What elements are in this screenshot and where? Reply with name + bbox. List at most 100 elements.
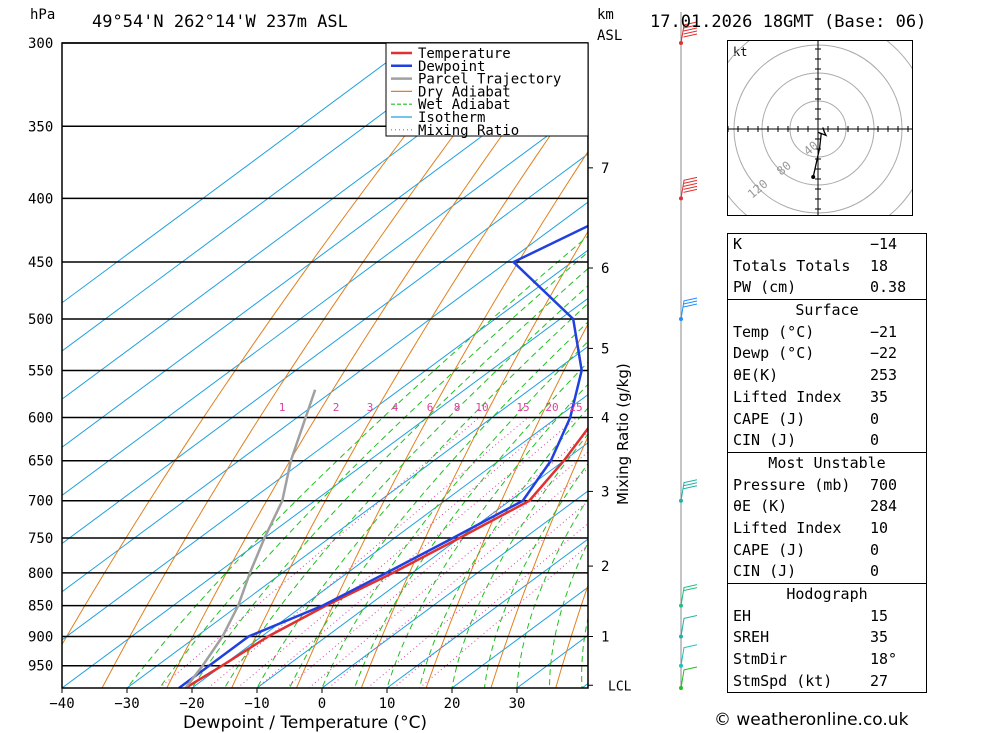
x-axis-title: Dewpoint / Temperature (°C) <box>183 713 427 733</box>
pressure-tick-label: 750 <box>28 531 53 547</box>
surface-row: θE(K) 253 <box>728 365 926 387</box>
height-tick-label: 6 <box>601 261 609 277</box>
temperature-tick-label: −20 <box>179 696 204 712</box>
mixing-ratio-label: 3 <box>367 401 374 414</box>
wind-barb-staff <box>680 618 685 637</box>
wind-barb-feather <box>683 185 698 190</box>
most-unstable-row: Pressure (mb) 700 <box>728 475 926 497</box>
most-unstable-row: CAPE (J) 0 <box>728 540 926 562</box>
most-unstable-label: θE (K) <box>733 497 788 516</box>
index-value: 18 <box>870 256 889 275</box>
temperature-tick-label: 10 <box>379 696 396 712</box>
hodograph-param-value: 35 <box>870 628 889 647</box>
surface-label: θE(K) <box>733 366 779 385</box>
surface-row: CIN (J) 0 <box>728 430 926 452</box>
credit-link[interactable]: © weatheronline.co.uk <box>714 710 909 730</box>
isotherm-line <box>62 43 414 304</box>
hodograph-param-label: StmSpd (kt) <box>733 671 833 690</box>
wind-barb-staff <box>680 647 685 666</box>
mixing-ratio-label: 15 <box>516 401 529 414</box>
lcl-label: LCL <box>608 679 632 694</box>
pressure-tick-label: 350 <box>28 119 53 135</box>
mixing-ratio-line <box>308 451 588 688</box>
most-unstable-title: Most Unstable <box>768 453 886 472</box>
hodograph-param-row: SREH 35 <box>728 627 926 649</box>
wind-barb-feather <box>683 300 698 305</box>
pressure-tick-label: 500 <box>28 312 53 328</box>
index-row: Totals Totals 18 <box>728 256 926 278</box>
wind-barb-feather <box>683 188 698 193</box>
legend-entry: Mixing Ratio <box>418 123 519 139</box>
hodograph-ring-label: 120 <box>745 177 771 202</box>
isotherm-line <box>62 249 588 641</box>
surface-row: CAPE (J) 0 <box>728 409 926 431</box>
pressure-tick-label: 950 <box>28 659 53 675</box>
hodograph-param-label: SREH <box>733 628 770 647</box>
legend-frame <box>385 42 589 137</box>
legend-entry: Temperature <box>418 46 511 62</box>
hodograph-param-value: 15 <box>870 606 889 625</box>
surface-label: CIN (J) <box>733 431 797 450</box>
index-row: PW (cm) 0.38 <box>728 277 926 299</box>
isotherm-line <box>386 538 588 688</box>
mixing-ratio-line <box>419 544 588 688</box>
isotherm-line <box>191 394 588 688</box>
wet-adiabat-line <box>419 407 588 688</box>
wind-barb-staff <box>680 669 685 689</box>
height-tick-label: 1 <box>601 630 609 646</box>
mixing-ratio-label: 4 <box>392 401 399 414</box>
surface-row: Dewp (°C) −22 <box>728 343 926 365</box>
dry-adiabat-line <box>62 43 478 646</box>
wet-adiabat-line <box>224 285 588 688</box>
mixing-ratio-label: 1 <box>279 401 286 414</box>
most-unstable-value: 10 <box>870 518 889 537</box>
wind-barb-feather <box>683 176 698 181</box>
most-unstable-row: CIN (J) 0 <box>728 561 926 583</box>
pressure-tick-label: 400 <box>28 191 53 207</box>
pressure-tick-label: 900 <box>28 630 53 646</box>
mixing-ratio-line <box>367 500 588 688</box>
indices-table: K −14 Totals Totals 18 PW (cm) 0.38 Surface T… <box>727 233 927 694</box>
surface-block: Surface Temp (°C) −21 Dewp (°C) −22 θE(K) 253… <box>727 300 927 453</box>
most-unstable-label: Pressure (mb) <box>733 475 851 494</box>
temperature-tick-label: 0 <box>318 696 326 712</box>
isotherm-line <box>62 43 544 400</box>
surface-value: 0 <box>870 431 880 450</box>
wind-barb-feather <box>683 182 698 187</box>
index-label: K <box>733 235 743 253</box>
temperature-line <box>184 426 588 688</box>
wind-barb-feather <box>683 21 698 26</box>
height-tick-label: 3 <box>601 484 609 500</box>
surface-label: Lifted Index <box>733 387 842 406</box>
hodograph-param-row: StmSpd (kt) 27 <box>728 671 926 693</box>
surface-value: −22 <box>870 344 898 363</box>
index-label: Totals Totals <box>733 256 851 275</box>
mixing-ratio-label: 10 <box>475 401 488 414</box>
temperature-tick-label: 20 <box>444 696 461 712</box>
pressure-unit-label: hPa <box>30 7 55 23</box>
index-value: 0.38 <box>870 278 907 297</box>
pressure-tick-label: 450 <box>28 255 53 271</box>
wet-adiabat-line <box>451 433 588 688</box>
asl-label: ASL <box>597 28 622 44</box>
mixing-ratio-label: 2 <box>333 401 340 414</box>
hodograph-param-value: 27 <box>870 671 889 690</box>
hodograph-params-title: Hodograph <box>786 585 868 603</box>
wet-adiabat-line <box>191 267 588 688</box>
hodograph-param-row: EH 15 <box>728 606 926 628</box>
index-row: K −14 <box>728 234 926 256</box>
isotherm-line <box>62 153 588 545</box>
wind-barb-feather <box>683 644 698 649</box>
wet-adiabat-line <box>126 235 588 688</box>
mixing-ratio-axis-title: Mixing Ratio (g/kg) <box>614 363 632 505</box>
wind-barb-feather <box>683 27 698 32</box>
surface-label: Temp (°C) <box>733 322 815 341</box>
pressure-tick-label: 650 <box>28 454 53 470</box>
hodograph-trace <box>812 127 828 178</box>
legend-entry: Parcel Trajectory <box>418 72 561 88</box>
most-unstable-label: CAPE (J) <box>733 540 806 559</box>
mixing-ratio-label: 6 <box>427 401 434 414</box>
most-unstable-label: CIN (J) <box>733 562 797 581</box>
wind-barb-feather <box>683 666 698 671</box>
